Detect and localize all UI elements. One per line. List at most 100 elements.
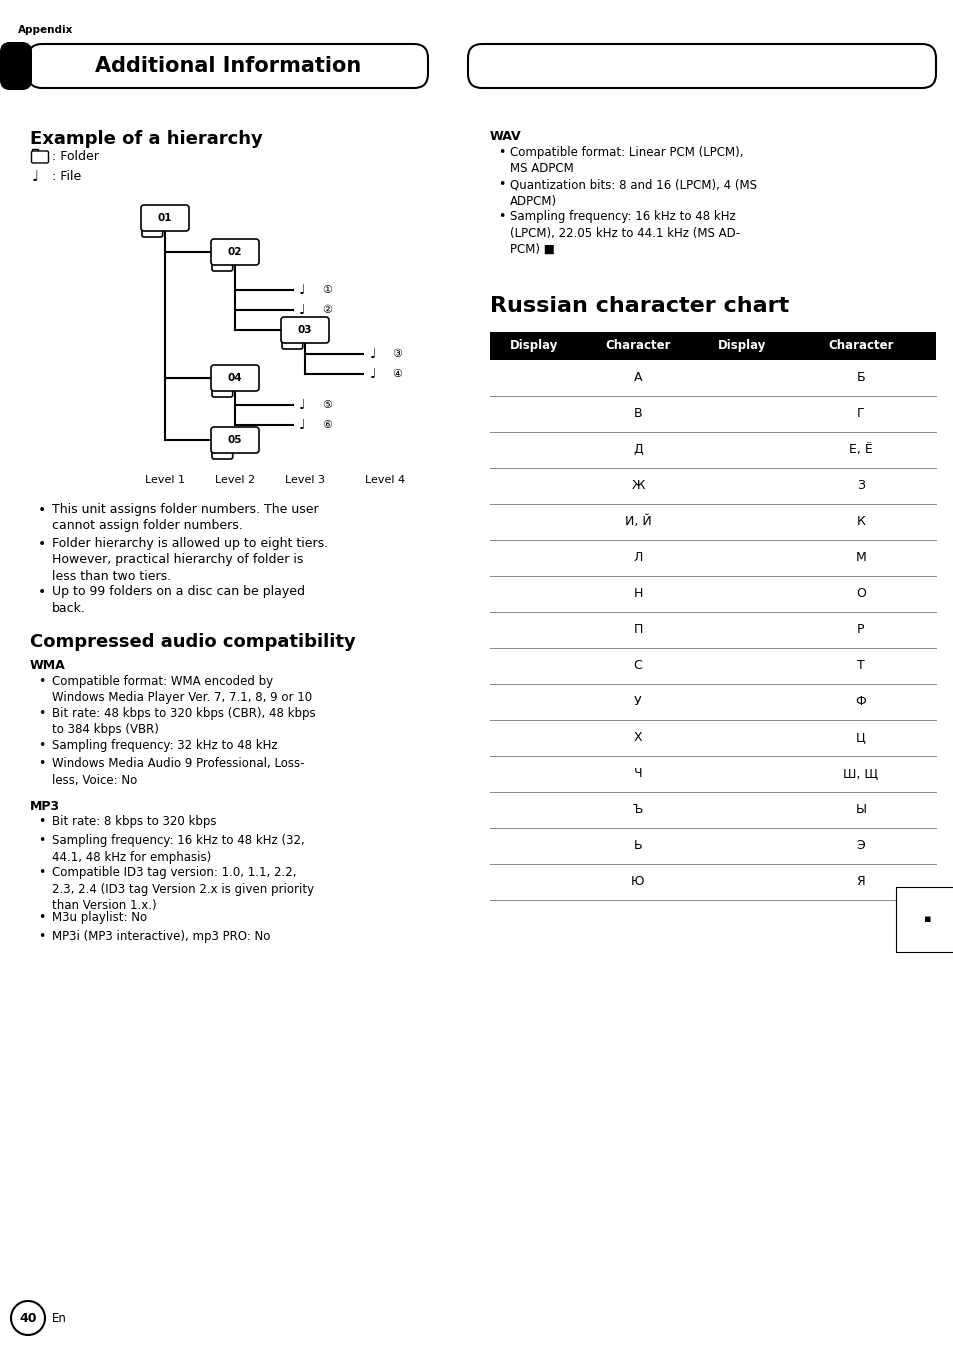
Text: Г: Г [857,407,864,420]
Text: ♩: ♩ [298,283,305,297]
Text: Russian character chart: Russian character chart [490,296,788,315]
Text: Ю: Ю [631,875,644,888]
Text: ④: ④ [392,369,401,379]
Text: Compatible ID3 tag version: 1.0, 1.1, 2.2,
2.3, 2.4 (ID3 tag Version 2.x is give: Compatible ID3 tag version: 1.0, 1.1, 2.… [52,867,314,913]
FancyBboxPatch shape [212,389,233,397]
Text: •: • [38,740,46,752]
Text: Ы: Ы [855,803,865,817]
Text: •: • [38,537,46,552]
Text: ♩: ♩ [370,347,375,361]
Text: Ь: Ь [633,840,641,852]
FancyBboxPatch shape [468,45,935,88]
Text: Sampling frequency: 16 kHz to 48 kHz (32,
44.1, 48 kHz for emphasis): Sampling frequency: 16 kHz to 48 kHz (32… [52,834,304,864]
Text: Ч: Ч [633,767,641,780]
FancyBboxPatch shape [31,151,49,164]
Text: •: • [38,815,46,829]
Text: Level 2: Level 2 [214,475,254,485]
Text: Л: Л [633,552,642,564]
Text: Ъ: Ъ [632,803,642,817]
Text: Up to 99 folders on a disc can be played
back.: Up to 99 folders on a disc can be played… [52,585,305,615]
Text: Compatible format: Linear PCM (LPCM),
MS ADPCM: Compatible format: Linear PCM (LPCM), MS… [510,146,742,176]
Text: WMA: WMA [30,658,66,672]
Text: ♩: ♩ [32,169,39,184]
Text: Level 3: Level 3 [285,475,325,485]
Text: М: М [855,552,865,564]
FancyBboxPatch shape [282,341,302,349]
Bar [490,331,935,360]
Text: С: С [633,658,641,672]
Text: Е, Ё: Е, Ё [848,443,872,456]
Text: ①: ① [322,285,332,295]
Text: •: • [38,867,46,879]
Text: Ц: Ц [855,731,865,744]
Text: В: В [633,407,641,420]
Text: 03: 03 [297,324,312,335]
Circle shape [11,1301,45,1334]
Text: 02: 02 [228,247,242,257]
Text: Х: Х [633,731,641,744]
Text: ⑥: ⑥ [322,420,332,430]
Text: ③: ③ [392,349,401,360]
FancyBboxPatch shape [28,45,428,88]
Text: Э: Э [856,840,864,852]
Text: •: • [497,210,505,223]
Text: Character: Character [827,339,893,352]
Text: M3u playlist: No: M3u playlist: No [52,911,147,925]
Text: Я: Я [856,875,864,888]
Text: •: • [38,585,46,599]
Text: Level 1: Level 1 [145,475,185,485]
Text: WAV: WAV [490,130,521,143]
Text: ♩: ♩ [370,366,375,381]
Text: Д: Д [633,443,642,456]
FancyBboxPatch shape [0,42,32,91]
Text: •: • [38,675,46,688]
Text: П: П [633,623,642,635]
FancyBboxPatch shape [211,365,258,391]
FancyBboxPatch shape [211,427,258,453]
Text: •: • [497,146,505,160]
Text: Level 4: Level 4 [365,475,405,485]
Text: En: En [52,1311,67,1325]
Text: Ж: Ж [631,479,644,492]
Text: Sampling frequency: 32 kHz to 48 kHz: Sampling frequency: 32 kHz to 48 kHz [52,740,277,752]
Text: •: • [38,930,46,942]
Text: ♩: ♩ [298,418,305,433]
Text: Т: Т [856,658,864,672]
Text: •: • [38,757,46,771]
Text: Б: Б [856,370,864,384]
Text: ▪: ▪ [923,914,931,925]
Text: Quantization bits: 8 and 16 (LPCM), 4 (MS
ADPCM): Quantization bits: 8 and 16 (LPCM), 4 (M… [510,178,757,207]
Text: 40: 40 [19,1311,37,1325]
Text: Folder hierarchy is allowed up to eight tiers.
However, practical hierarchy of f: Folder hierarchy is allowed up to eight … [52,537,328,583]
Text: Compressed audio compatibility: Compressed audio compatibility [30,633,355,652]
Text: •: • [38,503,46,516]
Text: Ш, Щ: Ш, Щ [842,767,878,780]
Text: Display: Display [717,339,765,352]
Text: ②: ② [322,306,332,315]
Text: •: • [38,911,46,925]
Bar [32,149,38,153]
Text: О: О [855,587,865,600]
FancyBboxPatch shape [141,206,189,231]
Text: Bit rate: 48 kbps to 320 kbps (CBR), 48 kbps
to 384 kbps (VBR): Bit rate: 48 kbps to 320 kbps (CBR), 48 … [52,707,315,737]
Text: А: А [633,370,641,384]
Text: Sampling frequency: 16 kHz to 48 kHz
(LPCM), 22.05 kHz to 44.1 kHz (MS AD-
PCM) : Sampling frequency: 16 kHz to 48 kHz (LP… [510,210,740,256]
Text: Н: Н [633,587,642,600]
Text: •: • [38,834,46,846]
Text: К: К [856,515,864,529]
Text: : Folder: : Folder [52,150,99,164]
Text: : File: : File [52,170,81,184]
Text: Example of a hierarchy: Example of a hierarchy [30,130,262,147]
FancyBboxPatch shape [212,264,233,270]
Text: Р: Р [857,623,863,635]
Text: 01: 01 [157,214,172,223]
FancyBboxPatch shape [142,228,163,237]
Text: З: З [856,479,864,492]
Text: Additional Information: Additional Information [94,55,361,76]
FancyBboxPatch shape [211,239,258,265]
Text: •: • [497,178,505,191]
Text: ♩: ♩ [298,303,305,316]
Text: Display: Display [509,339,558,352]
Text: Ф: Ф [855,695,865,708]
Text: Character: Character [604,339,670,352]
